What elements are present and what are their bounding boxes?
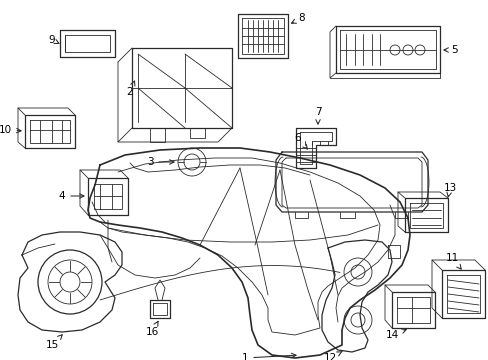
Text: 15: 15 <box>45 335 62 350</box>
Text: 9: 9 <box>49 35 59 45</box>
Text: 7: 7 <box>314 107 321 124</box>
Text: 1: 1 <box>241 353 295 360</box>
Text: 4: 4 <box>59 191 84 201</box>
Text: 6: 6 <box>294 133 307 149</box>
Text: 12: 12 <box>323 352 341 360</box>
Text: 14: 14 <box>385 329 406 340</box>
Text: 8: 8 <box>291 13 305 23</box>
Text: 13: 13 <box>443 183 456 197</box>
Text: 3: 3 <box>146 157 174 167</box>
Text: 10: 10 <box>0 125 21 135</box>
Text: 5: 5 <box>443 45 457 55</box>
Text: 16: 16 <box>145 321 158 337</box>
Text: 11: 11 <box>445 253 460 269</box>
Text: 2: 2 <box>126 81 135 97</box>
